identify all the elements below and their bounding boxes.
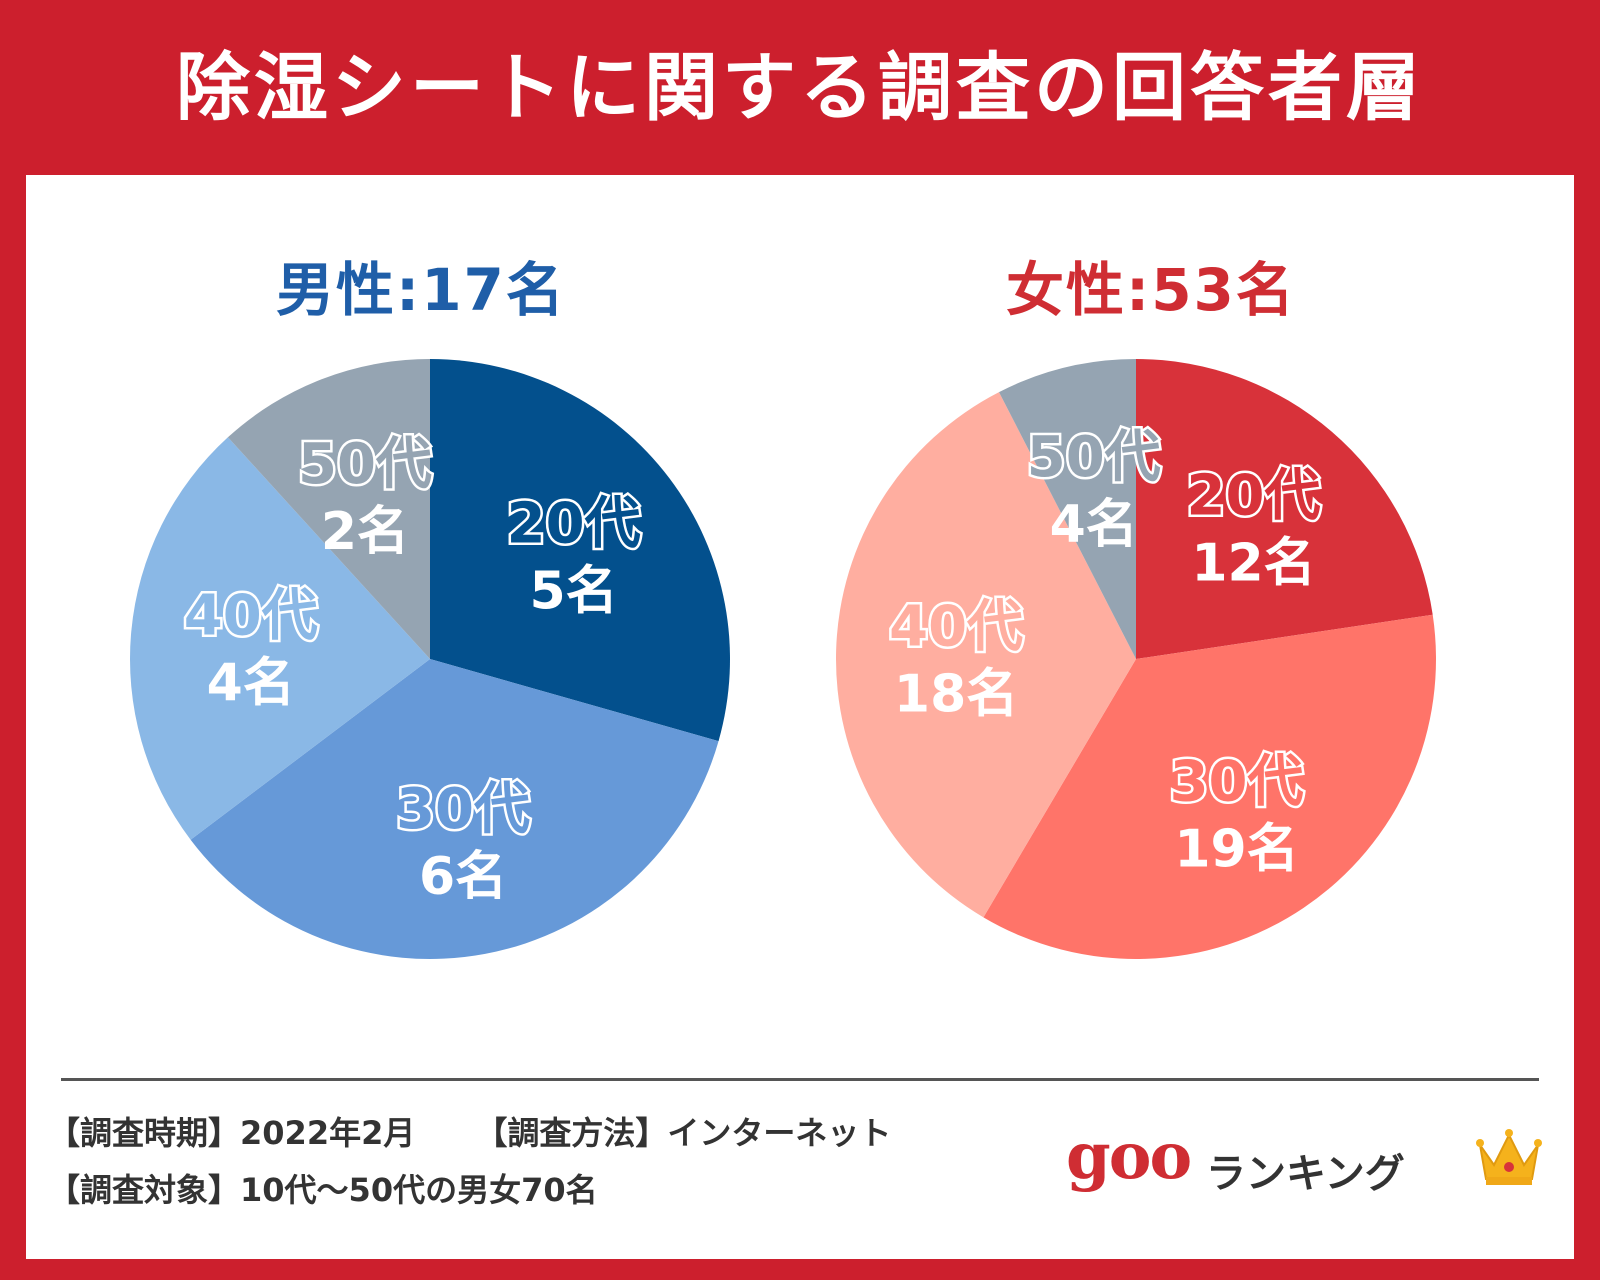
female-label-value: 12名 (1191, 534, 1315, 594)
male-label-value: 4名 (207, 653, 295, 713)
male-label-category: 40代 (184, 583, 318, 648)
period-value: 2022年2月 (240, 1114, 416, 1152)
female-chart-title: 女性:53名 (1006, 256, 1296, 324)
target-label: 【調査対象】 (48, 1171, 241, 1209)
footer-divider (61, 1078, 1539, 1081)
male-label-category: 20代 (507, 492, 641, 557)
female-label-category: 40代 (889, 595, 1023, 660)
female-slice-50代 (999, 359, 1136, 659)
male-slice-50代 (227, 359, 430, 659)
pie-charts: 20代5名30代6名40代4名50代2名20代12名30代19名40代18名50… (129, 359, 1436, 960)
female-slice-20代 (1136, 359, 1433, 659)
male-slice-40代 (129, 437, 430, 840)
female-label-value: 19名 (1174, 819, 1298, 879)
crown-icon (1476, 1129, 1542, 1185)
female-slice-30代 (983, 614, 1436, 960)
chart-panel: 男性:17名 女性:53名 20代 5名 30代 6名 40代 4名 50代 2名 20代 12名… (26, 175, 1574, 1259)
female-label-category: 30代 (1170, 749, 1304, 814)
male-label-value: 2名 (321, 502, 409, 562)
male-chart-title: 男性:17名 (276, 256, 566, 324)
logo-brand: goo (1066, 1119, 1192, 1194)
female-label-value: 18名 (894, 665, 1018, 725)
goo-ranking-logo: goo ランキング (1066, 1119, 1546, 1213)
logo-text: ランキング (1206, 1151, 1405, 1197)
male-label-value: 5名 (530, 562, 618, 622)
female-label-value: 4名 (1050, 495, 1138, 555)
male-label-category: 30代 (396, 777, 530, 842)
period-label: 【調査時期】 (48, 1114, 241, 1152)
female-slice-40代 (835, 392, 1136, 918)
page-title: 除湿シートに関する調査の回答者層 (176, 45, 1424, 131)
female-label-category: 20代 (1187, 464, 1321, 529)
survey-info-line-1: 【調査時期】2022年2月 【調査方法】インターネット (48, 1113, 891, 1153)
method-value: インターネット (667, 1114, 892, 1152)
male-label-category: 50代 (298, 432, 432, 497)
female-label-category: 50代 (1027, 425, 1161, 490)
male-slice-20代 (430, 359, 730, 742)
method-label: 【調査方法】 (475, 1114, 668, 1152)
survey-info-line-2: 【調査対象】10代〜50代の男女70名 (48, 1170, 598, 1210)
male-slice-30代 (190, 659, 719, 959)
male-label-value: 6名 (419, 847, 507, 907)
target-value: 10代〜50代の男女70名 (240, 1171, 598, 1209)
